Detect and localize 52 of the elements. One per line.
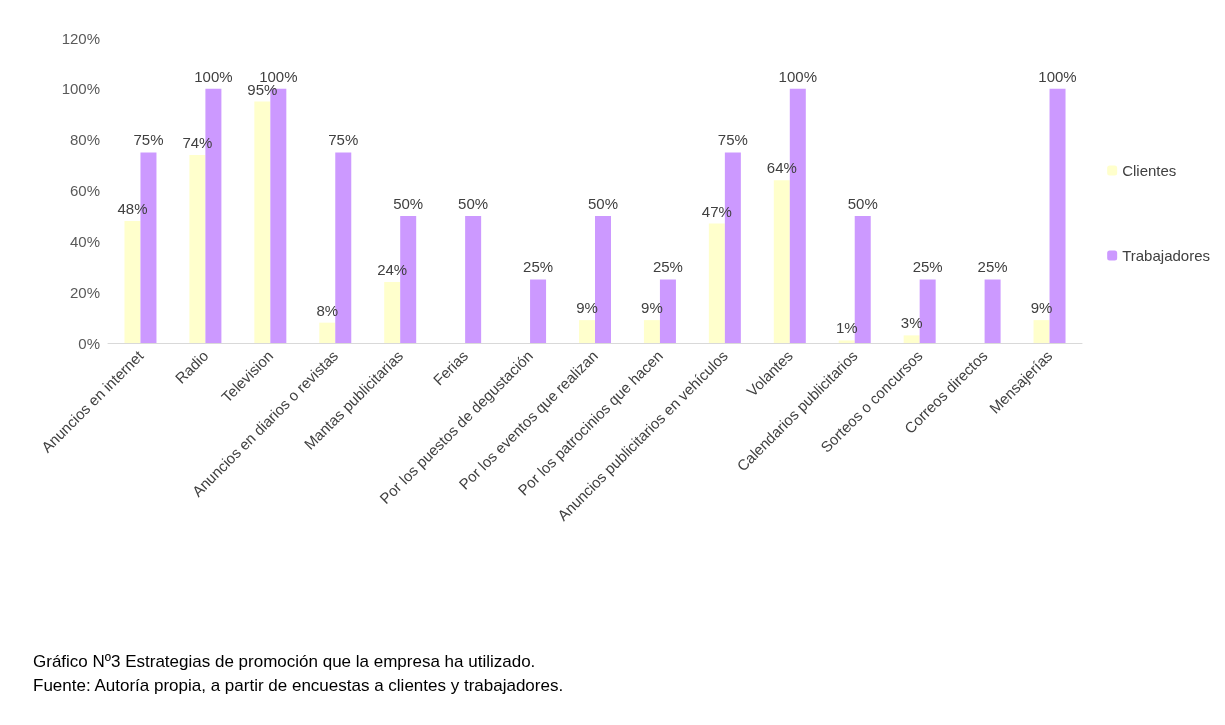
bar	[384, 282, 401, 343]
y-tick-label: 80%	[69, 131, 100, 149]
bar	[254, 101, 271, 343]
data-label: 25%	[652, 258, 683, 276]
data-label: 24%	[377, 261, 408, 278]
bar	[579, 320, 595, 343]
bar	[984, 279, 1001, 343]
data-label: 48%	[117, 200, 148, 217]
data-label: 100%	[194, 67, 233, 85]
bar	[530, 279, 547, 343]
data-label: 3%	[900, 314, 923, 332]
bar	[189, 154, 206, 343]
legend-label: Clientes	[1122, 162, 1177, 179]
data-label: 8%	[316, 301, 339, 319]
data-label: 50%	[458, 194, 489, 212]
data-label: 47%	[701, 202, 732, 220]
bar	[319, 322, 336, 343]
legend-label: Trabajadores	[1122, 247, 1210, 264]
data-label: 9%	[576, 299, 598, 317]
y-tick-label: 0%	[78, 334, 100, 352]
data-label: 9%	[1030, 299, 1053, 317]
source-note: Fuente: Autoría propia, a partir de encuestas a clientes y trabajadores.	[33, 676, 564, 695]
data-label: 64%	[766, 159, 797, 177]
data-label: 25%	[523, 258, 554, 276]
y-tick-label: 100%	[61, 80, 100, 98]
bar	[465, 215, 482, 343]
data-label: 25%	[912, 258, 943, 276]
y-tick-label: 20%	[69, 283, 100, 301]
y-tick-label: 120%	[61, 29, 100, 47]
data-label: 9%	[641, 299, 663, 317]
data-label: 50%	[847, 194, 878, 212]
bar	[124, 221, 141, 343]
data-label: 1%	[835, 319, 858, 337]
bar	[708, 223, 725, 343]
data-label: 75%	[717, 131, 748, 149]
bar	[1033, 320, 1050, 343]
bar	[903, 335, 920, 343]
data-label: 50%	[393, 194, 424, 212]
bar	[838, 340, 855, 343]
data-label: 75%	[133, 131, 164, 149]
bar	[773, 180, 790, 343]
bar	[643, 320, 660, 343]
data-label: 74%	[182, 133, 213, 151]
data-label: 100%	[1038, 67, 1077, 85]
data-label: 50%	[587, 194, 619, 212]
data-label: 100%	[259, 67, 298, 85]
y-tick-label: 60%	[69, 182, 100, 199]
data-label: 75%	[328, 131, 359, 149]
y-tick-label: 40%	[69, 232, 100, 250]
text: Gráfico Nº3 Estrategias de promoción que la empresa ha utilizado.	[33, 652, 536, 671]
data-label: 25%	[977, 258, 1008, 276]
data-label: 100%	[778, 67, 817, 85]
